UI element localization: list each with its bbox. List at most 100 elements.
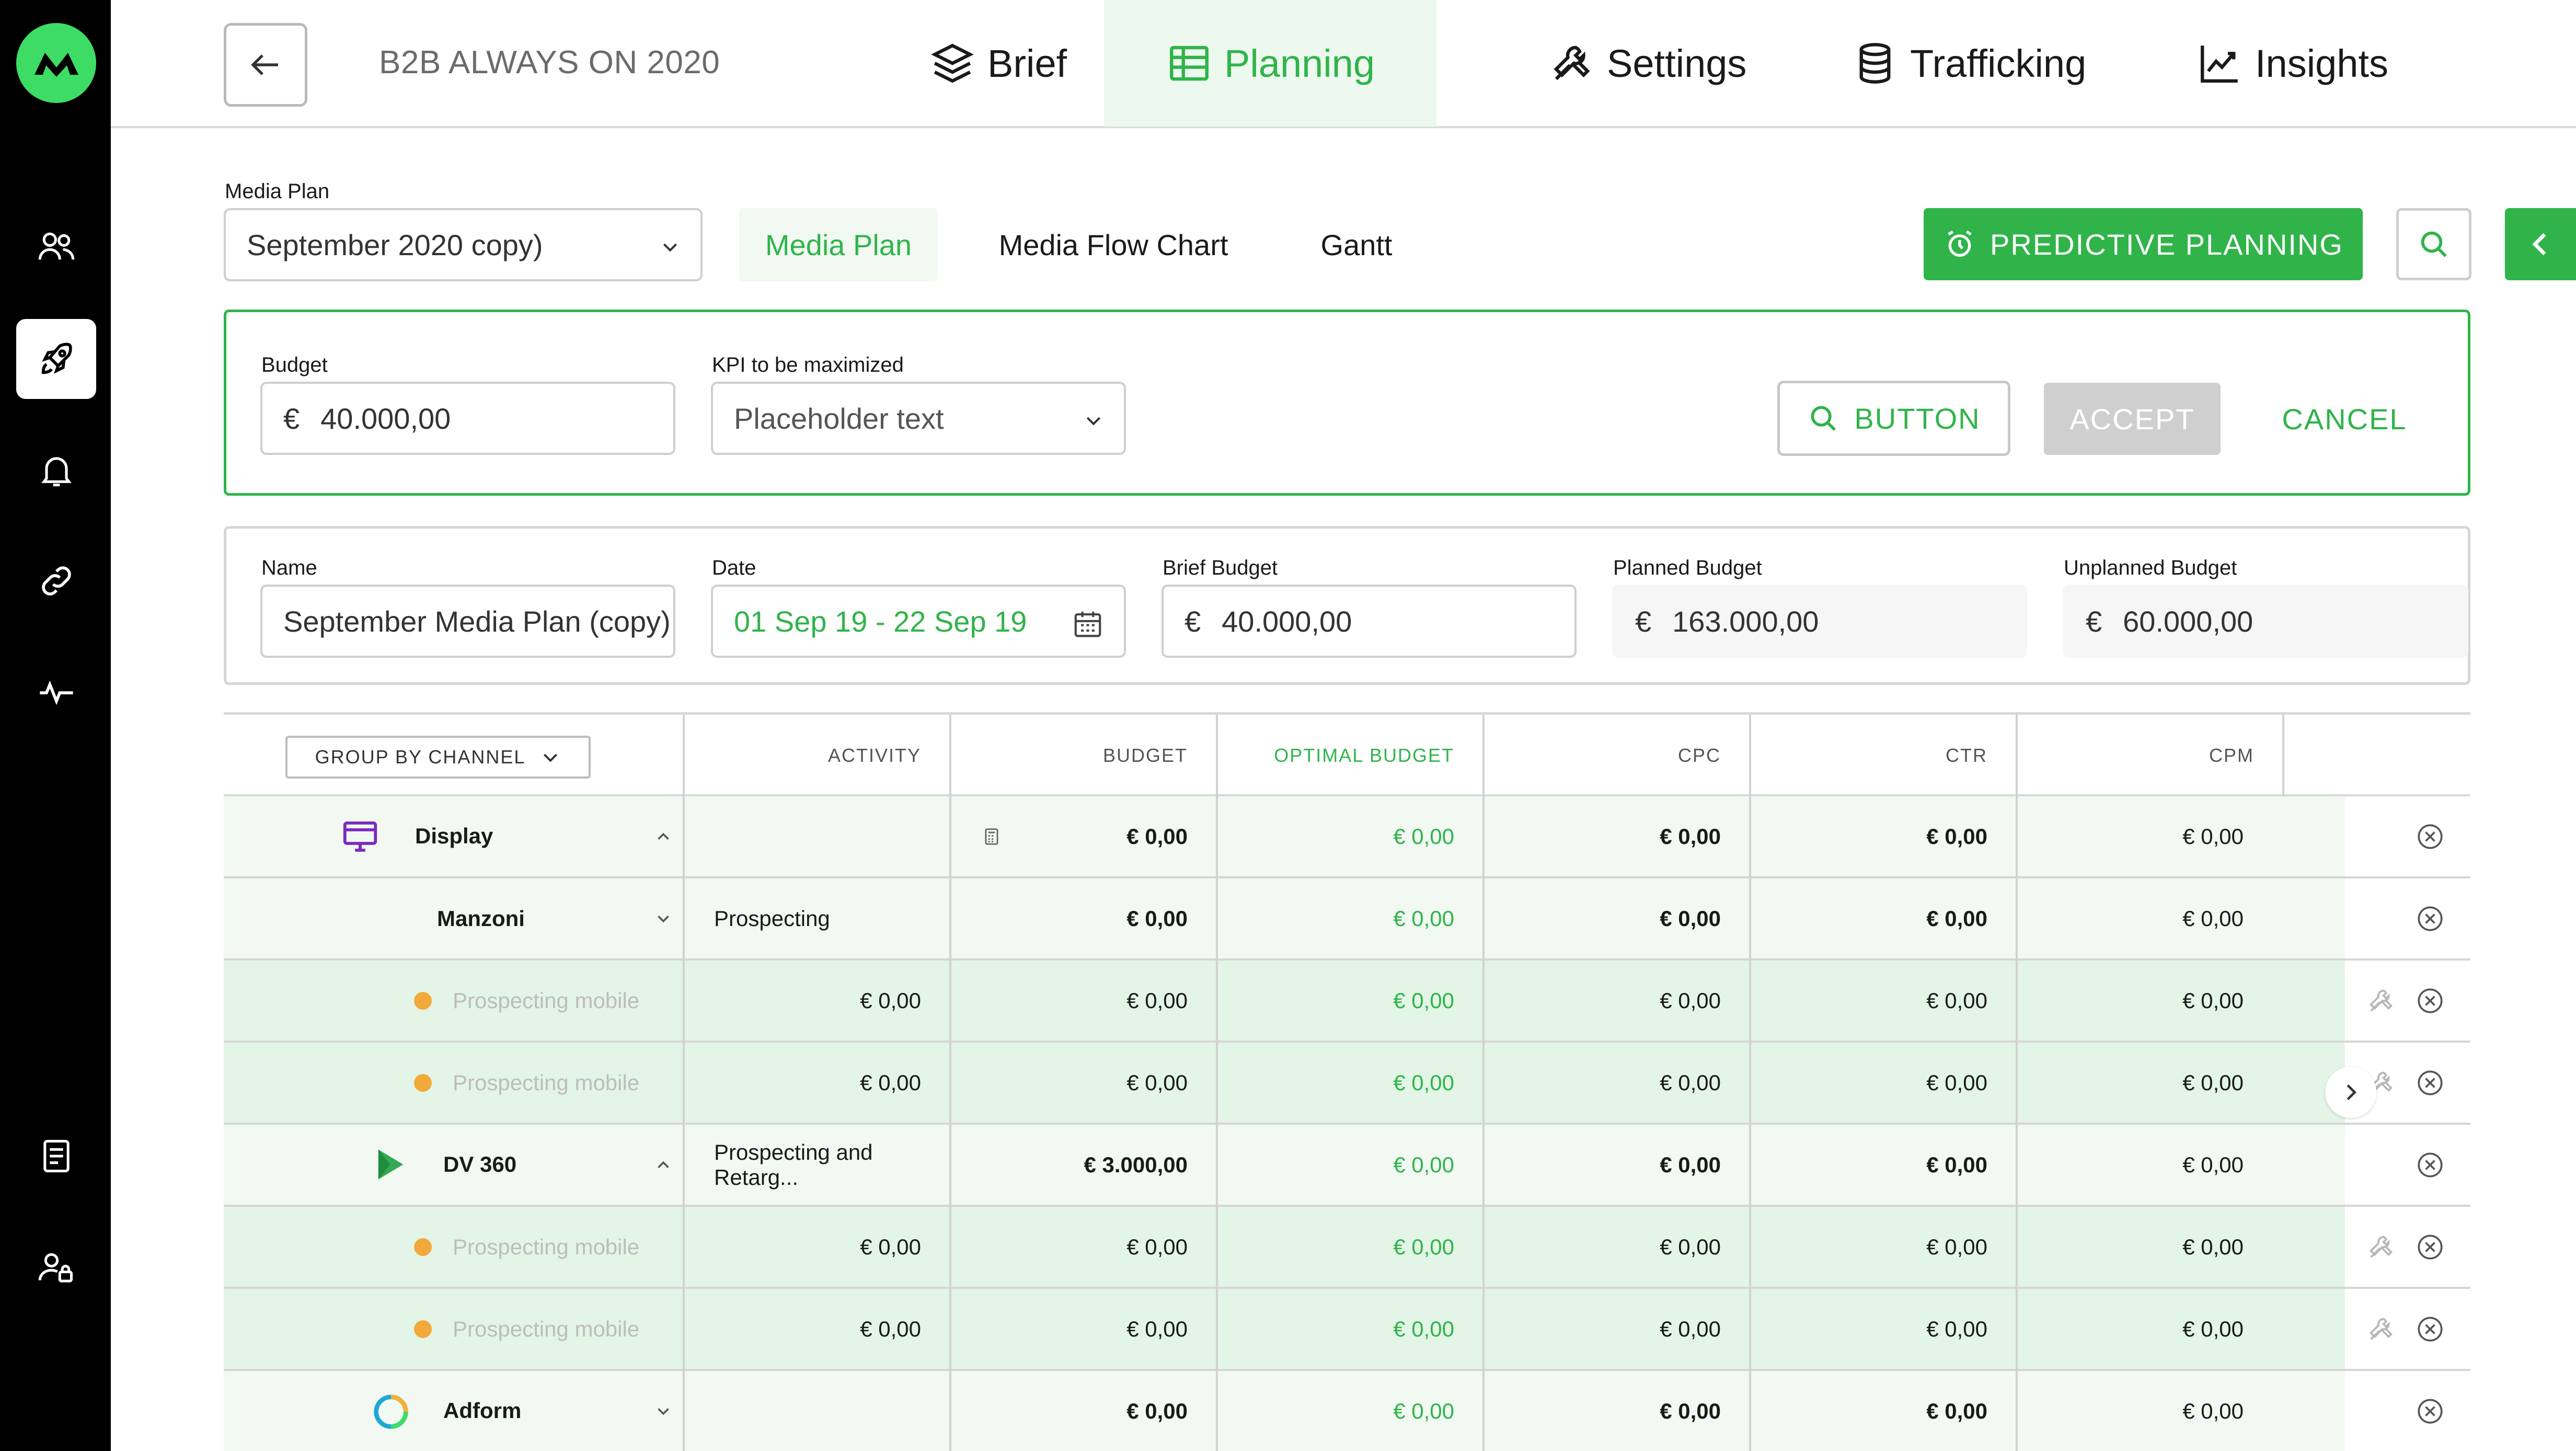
- cell-cpc[interactable]: € 0,00: [1484, 1289, 1750, 1369]
- cell-ctr[interactable]: € 0,00: [1750, 1043, 2017, 1123]
- sidebar-item-activity[interactable]: [16, 653, 96, 733]
- remove-row-icon[interactable]: [2415, 1314, 2445, 1344]
- column-header-cpm[interactable]: CPM: [2209, 745, 2254, 766]
- cell-activity[interactable]: [684, 1371, 950, 1451]
- cell-ctr[interactable]: € 0,00: [1750, 1207, 2017, 1287]
- cell-optimal[interactable]: € 0,00: [1217, 1043, 1484, 1123]
- search-outline-button[interactable]: BUTTON: [1777, 381, 2010, 456]
- cell-cpc[interactable]: € 0,00: [1484, 1207, 1750, 1287]
- remove-row-icon[interactable]: [2415, 1150, 2445, 1180]
- cell-ctr[interactable]: € 0,00: [1750, 1371, 2017, 1451]
- collapse-panel-button[interactable]: [2505, 208, 2576, 280]
- cell-cpc[interactable]: € 0,00: [1484, 796, 1750, 876]
- cell-budget[interactable]: € 0,00: [950, 796, 1217, 876]
- cell-activity[interactable]: Prospecting: [684, 878, 950, 958]
- tab-brief[interactable]: Brief: [929, 0, 1067, 127]
- cell-cpc[interactable]: € 0,00: [1484, 878, 1750, 958]
- cell-budget[interactable]: € 3.000,00: [950, 1125, 1217, 1205]
- chevron-up-icon[interactable]: [653, 1155, 673, 1175]
- back-button[interactable]: [224, 23, 307, 107]
- chevron-down-icon[interactable]: [653, 1401, 673, 1421]
- cell-optimal[interactable]: € 0,00: [1217, 1125, 1484, 1205]
- group-by-channel-select[interactable]: GROUP BY CHANNEL: [285, 736, 591, 779]
- cell-cpm[interactable]: € 0,00: [2017, 1371, 2273, 1451]
- column-header-budget[interactable]: BUDGET: [1102, 745, 1188, 766]
- sidebar-item-links[interactable]: [16, 541, 96, 621]
- cell-budget[interactable]: € 0,00: [950, 1207, 1217, 1287]
- remove-row-icon[interactable]: [2415, 904, 2445, 934]
- scroll-right-button[interactable]: [2325, 1067, 2376, 1118]
- cell-cpm[interactable]: € 0,00: [2017, 1043, 2273, 1123]
- remove-row-icon[interactable]: [2415, 986, 2445, 1016]
- cell-budget[interactable]: € 0,00: [950, 878, 1217, 958]
- cell-budget[interactable]: € 0,00: [950, 961, 1217, 1041]
- cell-cpm[interactable]: € 0,00: [2017, 796, 2273, 876]
- sidebar-item-reports[interactable]: [16, 1116, 96, 1196]
- column-header-activity[interactable]: ACTIVITY: [827, 745, 921, 766]
- subtab-media-plan[interactable]: Media Plan: [739, 208, 938, 281]
- kpi-select[interactable]: Placeholder text: [711, 382, 1126, 455]
- chevron-down-icon[interactable]: [653, 909, 673, 929]
- table-row[interactable]: Prospecting mobile € 0,00 € 0,00 € 0,00 € 0,…: [224, 1207, 2470, 1289]
- search-button[interactable]: [2396, 208, 2471, 280]
- cell-optimal[interactable]: € 0,00: [1217, 1207, 1484, 1287]
- sidebar-item-campaigns[interactable]: [16, 319, 96, 399]
- cell-optimal[interactable]: € 0,00: [1217, 1289, 1484, 1369]
- table-row[interactable]: Display € 0,00 € 0,00 € 0,00 € 0,00 € 0,00: [224, 796, 2470, 878]
- table-row[interactable]: DV 360 Prospecting and Retarg... € 3.000,0…: [224, 1125, 2470, 1207]
- cell-optimal[interactable]: € 0,00: [1217, 878, 1484, 958]
- table-row[interactable]: Prospecting mobile € 0,00 € 0,00 € 0,00 € 0,…: [224, 961, 2470, 1043]
- cell-cpc[interactable]: € 0,00: [1484, 1371, 1750, 1451]
- cell-cpm[interactable]: € 0,00: [2017, 1125, 2273, 1205]
- remove-row-icon[interactable]: [2415, 1232, 2445, 1262]
- table-row[interactable]: Prospecting mobile € 0,00 € 0,00 € 0,00 € 0,…: [224, 1043, 2470, 1125]
- cell-cpm[interactable]: € 0,00: [2017, 878, 2273, 958]
- cancel-button[interactable]: CANCEL: [2282, 402, 2407, 436]
- tools-icon[interactable]: [2366, 1232, 2396, 1262]
- subtab-media-flow-chart[interactable]: Media Flow Chart: [998, 228, 1228, 261]
- cell-ctr[interactable]: € 0,00: [1750, 1125, 2017, 1205]
- cell-activity[interactable]: Prospecting and Retarg...: [684, 1125, 950, 1205]
- cell-activity[interactable]: € 0,00: [684, 961, 950, 1041]
- tab-insights[interactable]: Insights: [2196, 0, 2388, 127]
- brief-budget-input[interactable]: € 40.000,00: [1162, 585, 1577, 658]
- cell-cpc[interactable]: € 0,00: [1484, 1043, 1750, 1123]
- column-header-ctr[interactable]: CTR: [1946, 745, 1987, 766]
- cell-ctr[interactable]: € 0,00: [1750, 961, 2017, 1041]
- table-row[interactable]: Manzoni Prospecting € 0,00 € 0,00 € 0,00 € 0,…: [224, 878, 2470, 961]
- table-row[interactable]: Prospecting mobile € 0,00 € 0,00 € 0,00 € 0,…: [224, 1289, 2470, 1371]
- sidebar-item-users[interactable]: [16, 206, 96, 286]
- cell-activity[interactable]: [684, 796, 950, 876]
- tools-icon[interactable]: [2366, 986, 2396, 1016]
- tab-trafficking[interactable]: Trafficking: [1852, 0, 2086, 127]
- cell-ctr[interactable]: € 0,00: [1750, 1289, 2017, 1369]
- cell-cpm[interactable]: € 0,00: [2017, 1289, 2273, 1369]
- column-header-optimal-budget[interactable]: OPTIMAL BUDGET: [1274, 745, 1454, 766]
- remove-row-icon[interactable]: [2415, 1068, 2445, 1098]
- cell-optimal[interactable]: € 0,00: [1217, 796, 1484, 876]
- budget-input[interactable]: € 40.000,00: [260, 382, 675, 455]
- table-row[interactable]: Adform € 0,00 € 0,00 € 0,00 € 0,00 € 0,00: [224, 1371, 2470, 1451]
- cell-ctr[interactable]: € 0,00: [1750, 878, 2017, 958]
- cell-activity[interactable]: € 0,00: [684, 1289, 950, 1369]
- cell-cpm[interactable]: € 0,00: [2017, 961, 2273, 1041]
- app-logo[interactable]: [16, 23, 96, 103]
- tab-planning[interactable]: Planning: [1104, 0, 1436, 127]
- cell-optimal[interactable]: € 0,00: [1217, 961, 1484, 1041]
- remove-row-icon[interactable]: [2415, 821, 2445, 852]
- cell-cpc[interactable]: € 0,00: [1484, 961, 1750, 1041]
- cell-cpc[interactable]: € 0,00: [1484, 1125, 1750, 1205]
- date-picker[interactable]: 01 Sep 19 - 22 Sep 19: [711, 585, 1126, 658]
- column-header-cpc[interactable]: CPC: [1677, 745, 1721, 766]
- chevron-up-icon[interactable]: [653, 827, 673, 847]
- media-plan-select[interactable]: September 2020 copy): [224, 208, 703, 281]
- predictive-planning-button[interactable]: PREDICTIVE PLANNING: [1924, 208, 2363, 280]
- cell-budget[interactable]: € 0,00: [950, 1289, 1217, 1369]
- calculator-icon[interactable]: [982, 827, 1002, 847]
- cell-optimal[interactable]: € 0,00: [1217, 1371, 1484, 1451]
- tools-icon[interactable]: [2366, 1314, 2396, 1344]
- tab-settings[interactable]: Settings: [1548, 0, 1746, 127]
- cell-budget[interactable]: € 0,00: [950, 1043, 1217, 1123]
- cell-activity[interactable]: € 0,00: [684, 1207, 950, 1287]
- accept-button[interactable]: ACCEPT: [2044, 383, 2221, 455]
